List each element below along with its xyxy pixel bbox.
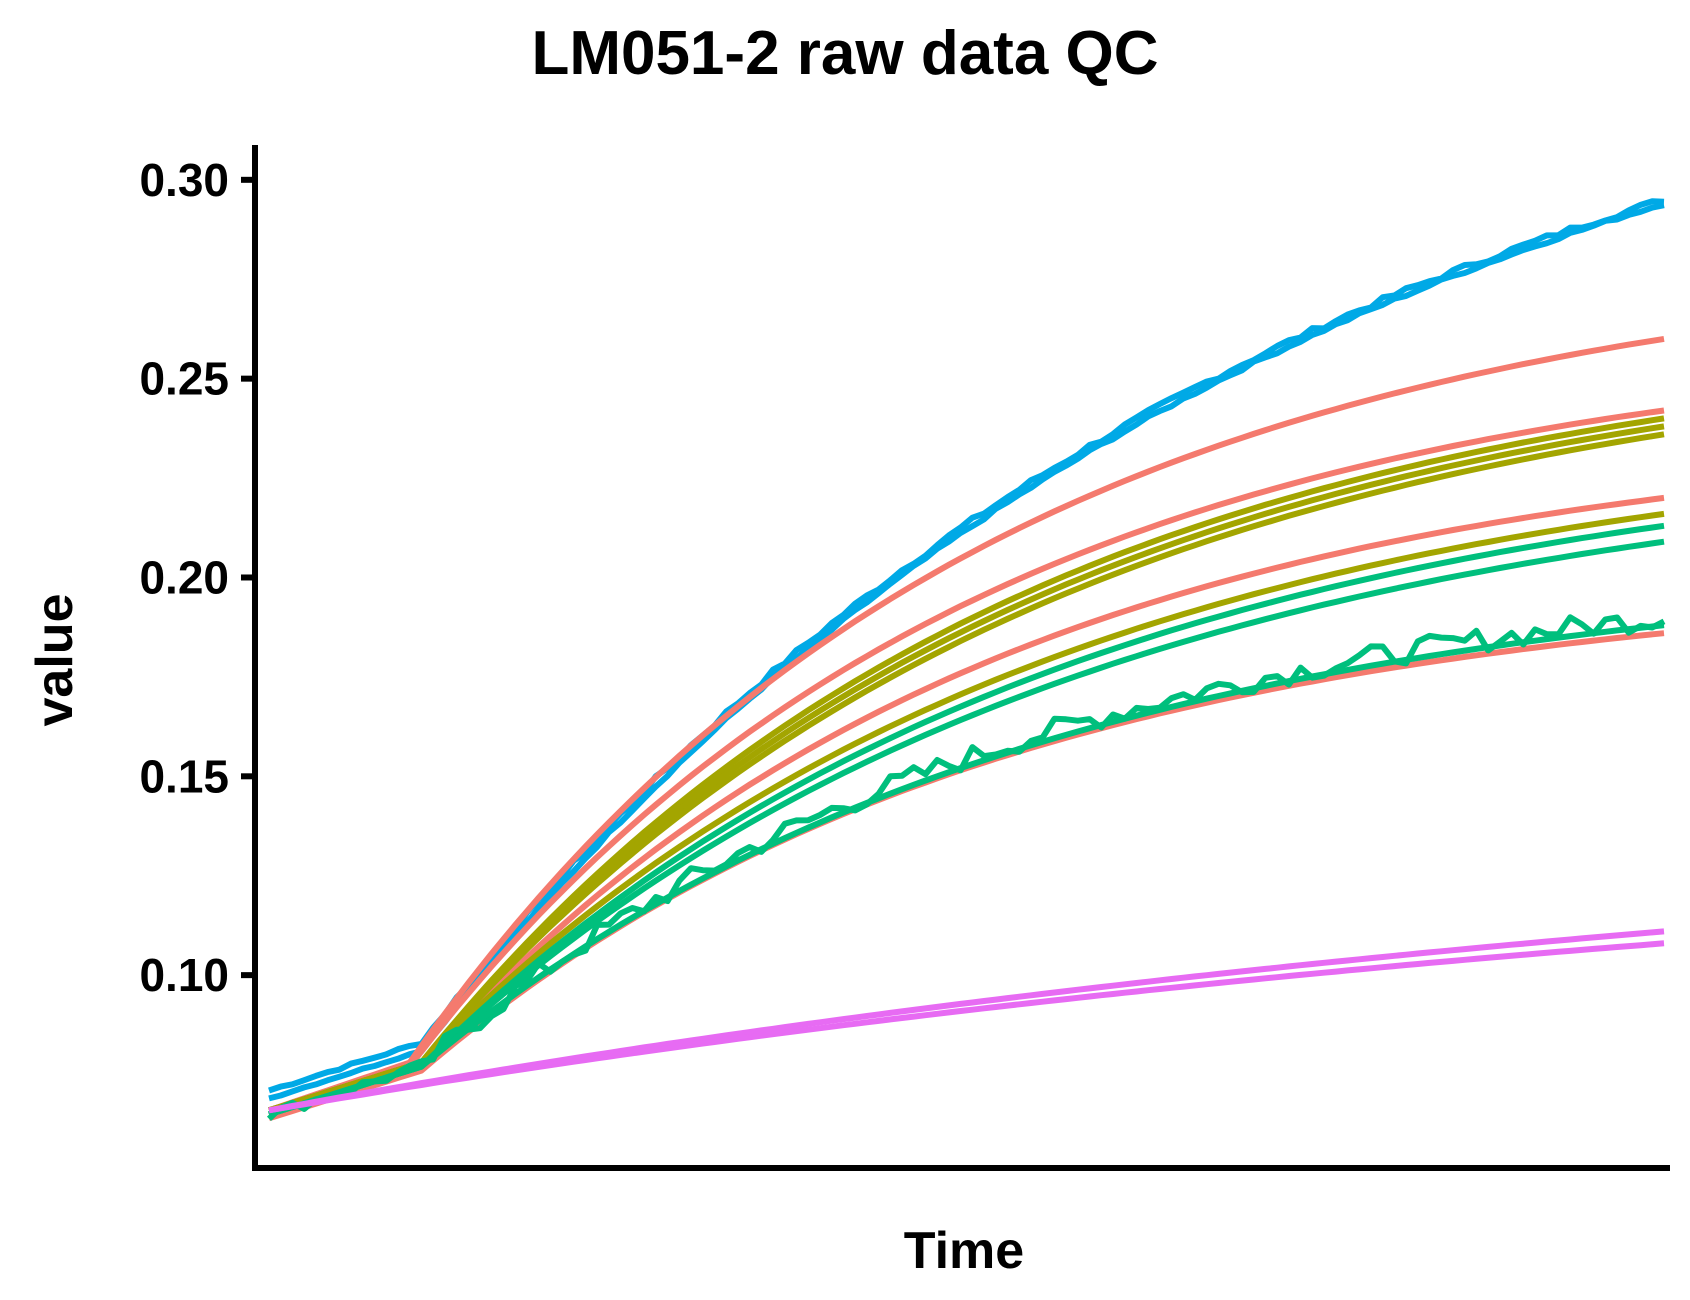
y-tick-label: 0.20 [139, 551, 229, 603]
series-line-green-12 [268, 538, 1665, 1118]
y-tick-label: 0.15 [139, 750, 229, 802]
series-line-red-3 [268, 335, 1665, 1114]
series-line-green-13 [266, 614, 1666, 1121]
series-line-olive-10 [268, 510, 1665, 1114]
series-layer [266, 198, 1666, 1122]
series-line-olive-9 [268, 431, 1665, 1114]
y-tick-label: 0.30 [139, 154, 229, 206]
series-line-blue-1 [268, 198, 1665, 1094]
series-line-magenta-16 [268, 940, 1665, 1114]
series-line-green-14 [268, 622, 1665, 1118]
y-tick-label: 0.10 [139, 949, 229, 1001]
chart-title: LM051-2 raw data QC [531, 19, 1159, 88]
series-line-red-4 [268, 407, 1665, 1118]
y-axis-title: value [26, 594, 84, 727]
y-tick-label: 0.25 [139, 353, 229, 405]
axes-layer: 0.10 0.15 0.20 0.25 0.30 [139, 145, 1670, 1171]
x-axis-title: Time [904, 1222, 1024, 1280]
